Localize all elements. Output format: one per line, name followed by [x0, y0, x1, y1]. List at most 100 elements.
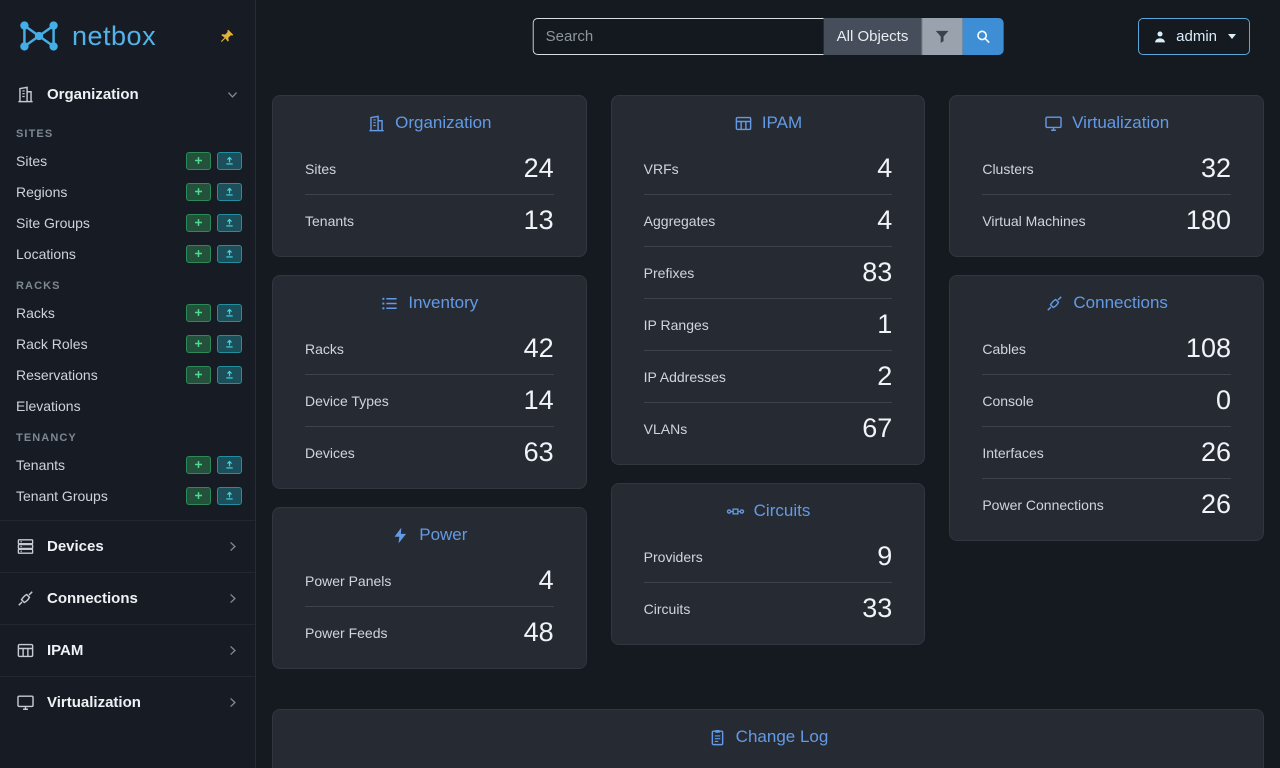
add-button[interactable]: [186, 455, 211, 474]
global-search: All Objects: [532, 18, 1004, 55]
card-header[interactable]: Change Log: [273, 710, 1263, 757]
stat-value[interactable]: 26: [1200, 489, 1231, 519]
stat-label[interactable]: Clusters: [982, 160, 1034, 177]
search-submit-button[interactable]: [962, 18, 1004, 55]
add-button[interactable]: [186, 365, 211, 384]
add-button[interactable]: [186, 244, 211, 263]
stat-label[interactable]: Virtual Machines: [982, 212, 1086, 229]
sidebar-item-tenant-groups[interactable]: Tenant Groups: [0, 480, 255, 511]
stat-value[interactable]: 67: [862, 413, 893, 443]
add-button[interactable]: [186, 486, 211, 505]
stat-label[interactable]: Interfaces: [982, 444, 1044, 461]
stat-label[interactable]: Devices: [305, 444, 355, 461]
add-button[interactable]: [186, 213, 211, 232]
import-button[interactable]: [217, 244, 242, 263]
stat-value[interactable]: 26: [1200, 437, 1231, 467]
sidebar-item-rack-roles[interactable]: Rack Roles: [0, 328, 255, 359]
stat-value[interactable]: 1: [877, 309, 893, 339]
netbox-logo-icon[interactable]: [14, 15, 64, 57]
stat-value[interactable]: 42: [523, 333, 554, 363]
sidebar-item-devices[interactable]: Devices: [0, 520, 255, 572]
card-header[interactable]: Inventory: [273, 276, 586, 323]
import-button[interactable]: [217, 151, 242, 170]
import-button[interactable]: [217, 213, 242, 232]
stat-label[interactable]: Prefixes: [643, 264, 695, 281]
stat-label[interactable]: Cables: [982, 340, 1026, 357]
import-button[interactable]: [217, 455, 242, 474]
sidebar-item-site-groups[interactable]: Site Groups: [0, 207, 255, 238]
stat-label[interactable]: Providers: [643, 548, 703, 565]
stat-value[interactable]: 63: [523, 437, 554, 467]
plus-icon: [193, 155, 204, 166]
stat-value[interactable]: 108: [1185, 333, 1231, 363]
stat-value[interactable]: 2: [877, 361, 893, 391]
stat-label[interactable]: Circuits: [643, 600, 691, 617]
sidebar-item-sites[interactable]: Sites: [0, 145, 255, 176]
import-button[interactable]: [217, 365, 242, 384]
card-header[interactable]: Connections: [950, 276, 1263, 323]
stat-value[interactable]: 24: [523, 153, 554, 183]
sidebar-item-tenants[interactable]: Tenants: [0, 449, 255, 480]
card-header[interactable]: Virtualization: [950, 96, 1263, 143]
card-header[interactable]: IPAM: [612, 96, 925, 143]
stat-value[interactable]: 33: [862, 593, 893, 623]
sidebar-item-ipam[interactable]: IPAM: [0, 624, 255, 676]
stat-value[interactable]: 14: [523, 385, 554, 415]
stat-label[interactable]: VLANs: [643, 420, 688, 437]
stat-value[interactable]: 4: [877, 153, 893, 183]
group-heading-sites: SITES: [16, 128, 54, 140]
user-menu-button[interactable]: admin: [1138, 18, 1250, 55]
stat-label[interactable]: Power Feeds: [305, 624, 388, 641]
stat-value[interactable]: 32: [1200, 153, 1231, 183]
stat-value[interactable]: 4: [538, 565, 554, 595]
sidebar-item-regions[interactable]: Regions: [0, 176, 255, 207]
stat-label[interactable]: VRFs: [643, 160, 679, 177]
sidebar-item-virtualization[interactable]: Virtualization: [0, 676, 255, 728]
stat-label[interactable]: Sites: [305, 160, 337, 177]
stat-value[interactable]: 9: [877, 541, 893, 571]
stat-value[interactable]: 83: [862, 257, 893, 287]
upload-icon: [224, 248, 235, 259]
search-icon: [974, 28, 991, 45]
pin-sidebar-button[interactable]: [218, 28, 235, 45]
stat-label[interactable]: Power Connections: [982, 496, 1104, 513]
stat-label[interactable]: Tenants: [305, 212, 355, 229]
sidebar-item-connections[interactable]: Connections: [0, 572, 255, 624]
search-input[interactable]: [532, 18, 824, 55]
card-header[interactable]: Power: [273, 508, 586, 555]
stat-label[interactable]: Aggregates: [643, 212, 716, 229]
import-button[interactable]: [217, 182, 242, 201]
add-button[interactable]: [186, 182, 211, 201]
brand-name[interactable]: netbox: [72, 20, 157, 51]
stat-label[interactable]: Device Types: [305, 392, 389, 409]
stat-label[interactable]: IP Ranges: [643, 316, 709, 333]
card-header[interactable]: Circuits: [612, 484, 925, 531]
stat-label[interactable]: Power Panels: [305, 572, 392, 589]
chevron-down-icon: [226, 88, 239, 101]
stat-label[interactable]: Console: [982, 392, 1034, 409]
stat-label[interactable]: Racks: [305, 340, 344, 357]
sidebar-item-reservations[interactable]: Reservations: [0, 359, 255, 390]
stat-value[interactable]: 48: [523, 617, 554, 647]
import-button[interactable]: [217, 486, 242, 505]
card-header[interactable]: Organization: [273, 96, 586, 143]
sidebar-item-racks[interactable]: Racks: [0, 297, 255, 328]
add-button[interactable]: [186, 151, 211, 170]
sidebar-item-organization[interactable]: Organization: [0, 72, 255, 117]
add-button[interactable]: [186, 334, 211, 353]
stat-label[interactable]: IP Addresses: [643, 368, 726, 385]
sidebar-item-elevations[interactable]: Elevations: [0, 390, 255, 421]
stat-value[interactable]: 0: [1215, 385, 1231, 415]
import-button[interactable]: [217, 303, 242, 322]
stat-value[interactable]: 4: [877, 205, 893, 235]
sidebar-item-locations[interactable]: Locations: [0, 238, 255, 269]
stat-value[interactable]: 13: [523, 205, 554, 235]
object-type-select[interactable]: All Objects: [823, 18, 922, 55]
upload-icon: [224, 369, 235, 380]
filter-button[interactable]: [921, 18, 963, 55]
sidebar-item-label: Elevations: [16, 397, 81, 414]
import-button[interactable]: [217, 334, 242, 353]
add-button[interactable]: [186, 303, 211, 322]
stat-row: Providers 9: [644, 531, 893, 582]
stat-value[interactable]: 180: [1185, 205, 1231, 235]
